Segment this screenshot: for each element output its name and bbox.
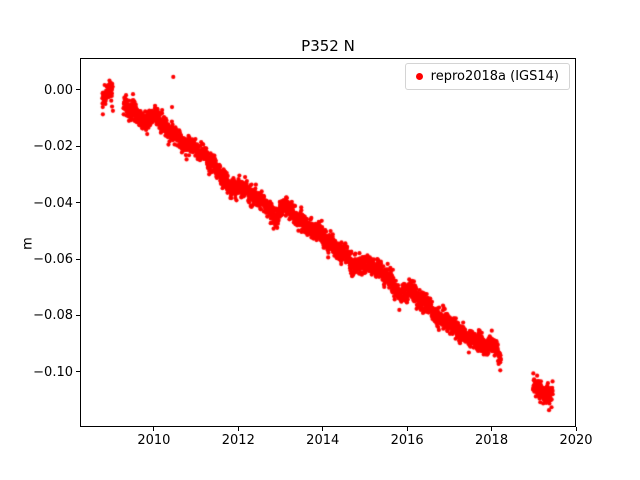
- x-tick-label: 2020: [559, 433, 593, 448]
- y-tick-label: −0.04: [33, 195, 73, 211]
- x-tick-label: 2010: [137, 433, 171, 448]
- legend-dot-icon: [415, 73, 423, 80]
- scatter-points-canvas: [80, 58, 576, 427]
- y-tick-mark: [76, 89, 80, 91]
- y-tick-mark: [76, 371, 80, 373]
- y-tick-mark: [76, 314, 80, 316]
- y-tick-label: −0.08: [33, 308, 73, 324]
- x-tick-mark: [322, 427, 324, 431]
- x-tick-mark: [237, 427, 239, 431]
- x-tick-mark: [406, 427, 408, 431]
- x-tick-mark: [491, 427, 493, 431]
- chart-title: P352 N: [301, 37, 355, 55]
- legend: repro2018a (IGS14): [404, 63, 570, 90]
- y-tick-label: −0.02: [33, 139, 73, 155]
- legend-label: repro2018a (IGS14): [430, 69, 559, 84]
- y-axis-label: m: [20, 237, 36, 250]
- y-tick-mark: [76, 145, 80, 147]
- y-tick-label: 0.00: [44, 82, 73, 98]
- y-tick-label: −0.06: [33, 252, 73, 268]
- x-tick-label: 2012: [221, 433, 255, 448]
- x-tick-mark: [575, 427, 577, 431]
- y-tick-mark: [76, 258, 80, 260]
- x-tick-label: 2016: [390, 433, 424, 448]
- y-tick-label: −0.10: [33, 364, 73, 380]
- plot-area: repro2018a (IGS14) 2010 2012 2014 2016 2018 2…: [33, 58, 593, 447]
- x-tick-label: 2018: [475, 433, 509, 448]
- x-tick-mark: [153, 427, 155, 431]
- y-tick-mark: [76, 202, 80, 204]
- x-tick-label: 2014: [306, 433, 340, 448]
